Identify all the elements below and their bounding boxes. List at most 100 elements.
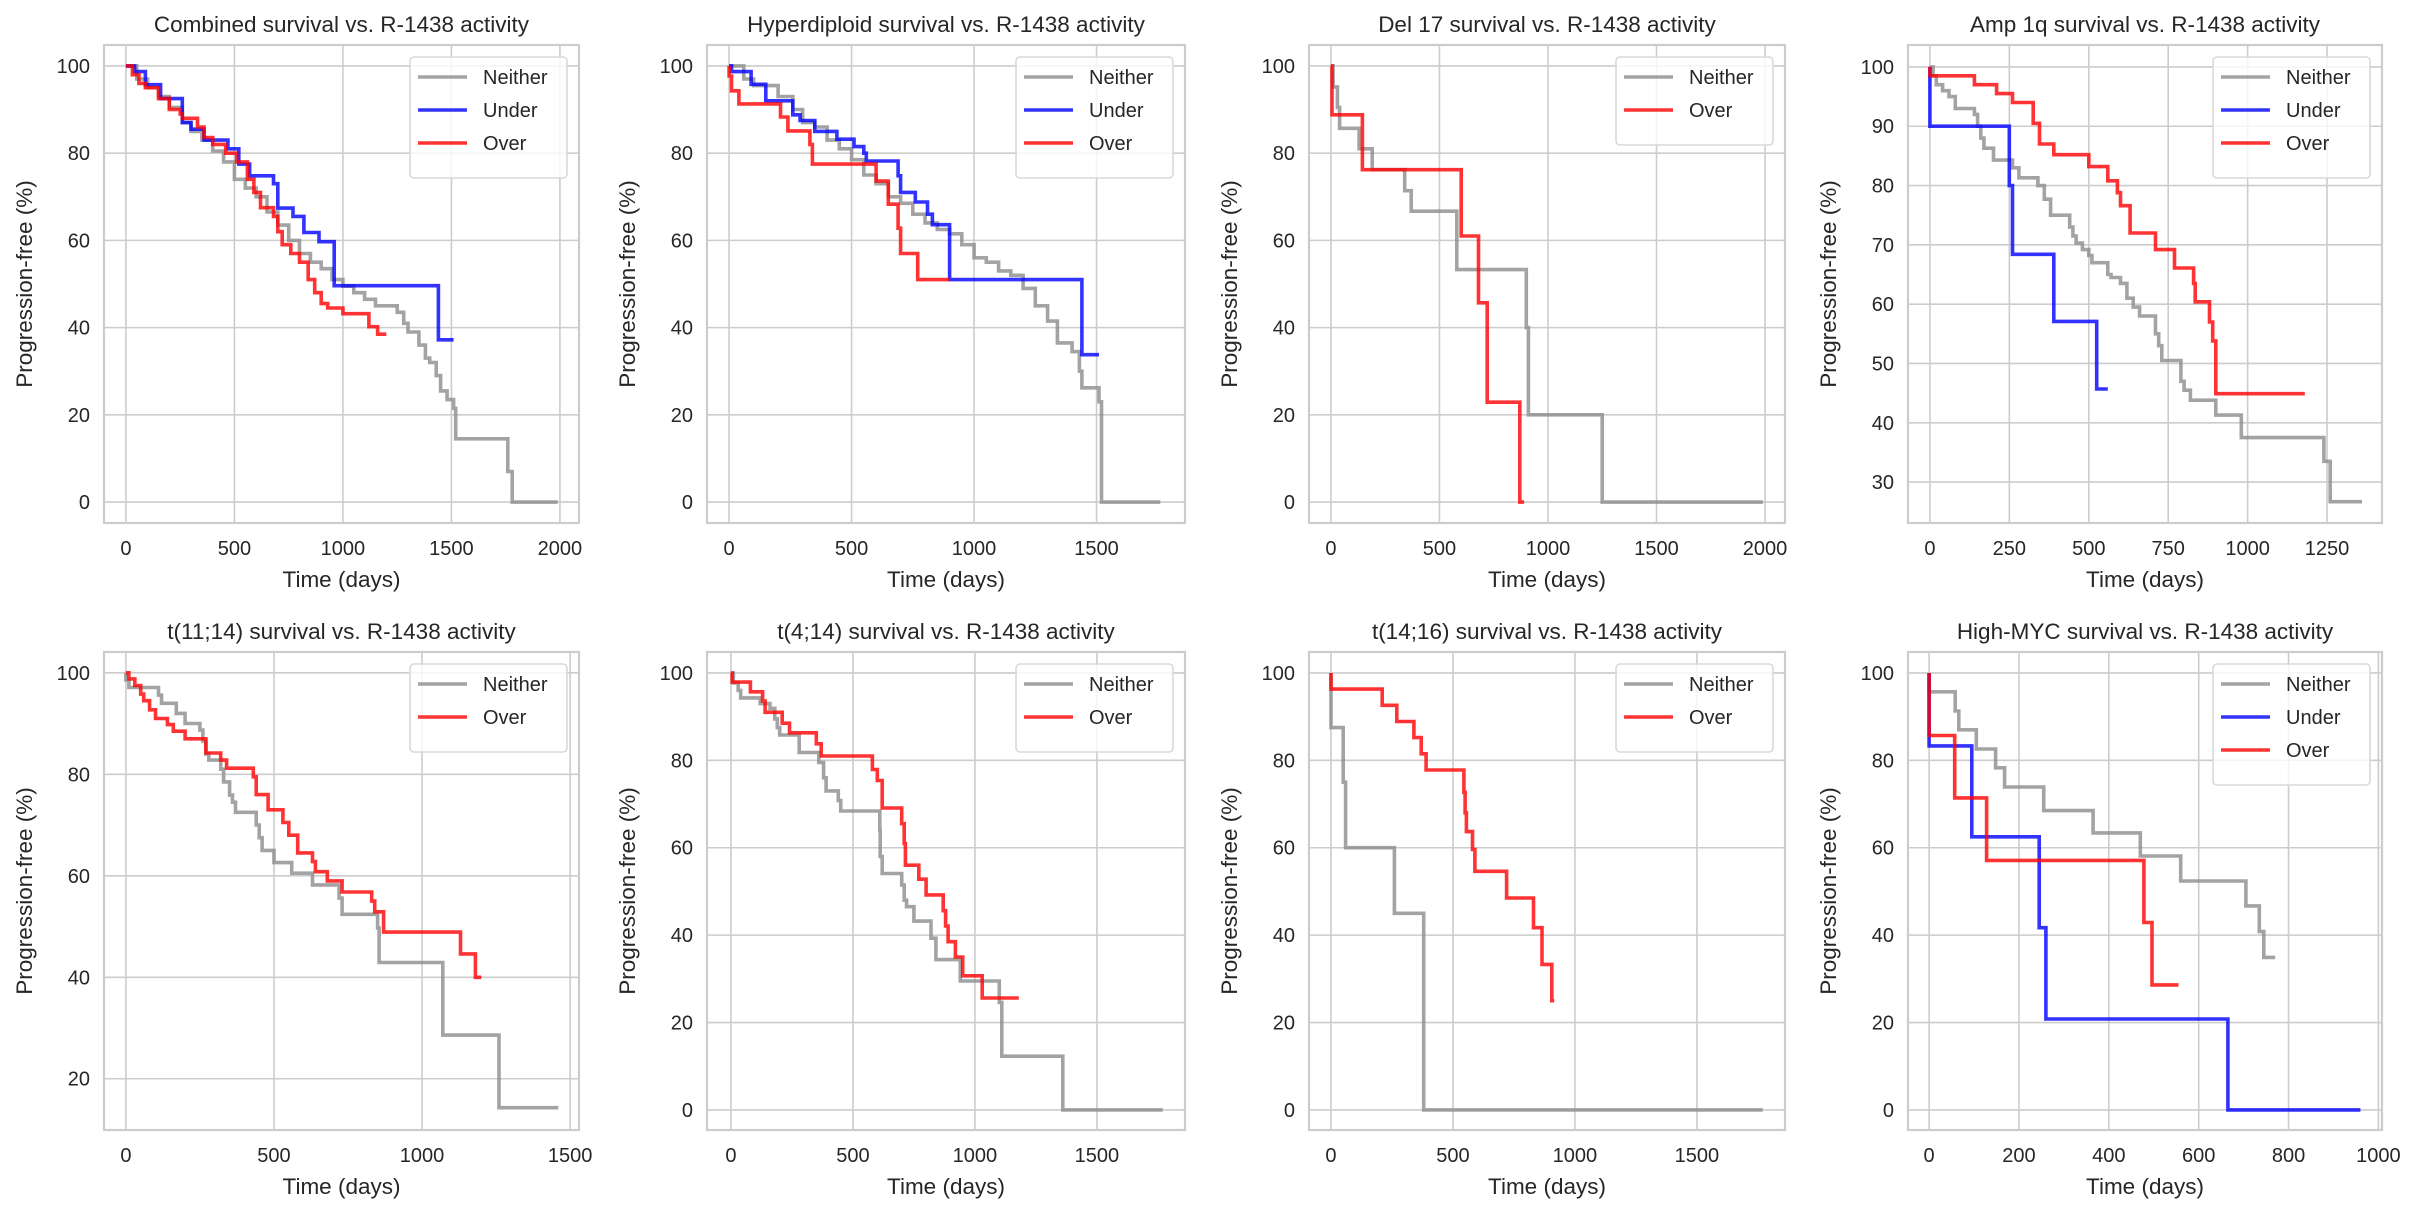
legend-label-neither: Neither xyxy=(2286,674,2351,696)
survival-curve-over xyxy=(1329,673,1555,1003)
plot-frame xyxy=(1307,650,1787,1132)
y-tick-label: 80 xyxy=(1872,750,1894,772)
x-tick-label: 1000 xyxy=(952,538,997,560)
legend-label-over: Over xyxy=(483,707,527,729)
x-tick-label: 1500 xyxy=(1634,538,1679,560)
legend-label-under: Under xyxy=(2286,707,2341,729)
x-axis-label: Time (days) xyxy=(1488,1174,1606,1199)
chart-title: t(14;16) survival vs. R-1438 activity xyxy=(1372,619,1723,644)
y-tick-label: 30 xyxy=(1872,472,1894,494)
legend-frame xyxy=(1615,56,1774,146)
x-tick-label: 500 xyxy=(835,538,868,560)
x-tick-label: 0 xyxy=(1924,538,1935,560)
x-tick-label: 2000 xyxy=(538,538,583,560)
x-tick-label: 1500 xyxy=(429,538,474,560)
chart-panel-4: 0 250 500 750 1000 1250 30 40 50 60 70 80 90 100 Amp 1… xyxy=(1816,12,2384,592)
legend-label-over: Over xyxy=(1089,707,1133,729)
survival-curve-neither xyxy=(1927,673,2276,960)
y-axis-label: Progression-free (%) xyxy=(1217,180,1242,388)
x-tick-label: 400 xyxy=(2092,1145,2125,1167)
y-tick-label: 60 xyxy=(1872,838,1894,860)
survival-curve-over xyxy=(1927,673,2179,987)
x-tick-label: 1500 xyxy=(548,1145,593,1167)
legend-frame xyxy=(1015,663,1174,753)
y-tick-label: 80 xyxy=(671,750,693,772)
y-tick-label: 80 xyxy=(1273,143,1295,165)
x-tick-label: 1000 xyxy=(400,1145,445,1167)
y-tick-label: 90 xyxy=(1872,116,1894,138)
y-axis-label: Progression-free (%) xyxy=(1217,787,1242,995)
legend-label-over: Over xyxy=(2286,740,2330,762)
chart-panel-3: 0 500 1000 1500 2000 0 20 40 60 80 100 Del 17 survi… xyxy=(1217,12,1787,592)
x-axis-label: Time (days) xyxy=(2086,567,2204,592)
legend-label-over: Over xyxy=(1689,100,1733,122)
legend: Neither Over xyxy=(1615,56,1774,146)
y-tick-label: 100 xyxy=(57,663,90,685)
survival-curve-over xyxy=(125,64,387,336)
y-tick-label: 40 xyxy=(1273,925,1295,947)
y-tick-label: 20 xyxy=(1273,405,1295,427)
legend-label-over: Over xyxy=(1089,133,1133,155)
x-axis-label: Time (days) xyxy=(887,1174,1005,1199)
survival-curve-under xyxy=(1927,673,2361,1112)
legend-label-neither: Neither xyxy=(483,674,548,696)
legend-label-neither: Neither xyxy=(1689,67,1754,89)
x-tick-label: 2000 xyxy=(1743,538,1788,560)
legend: Neither Under Over xyxy=(409,56,568,179)
y-tick-label: 0 xyxy=(79,492,90,514)
y-tick-label: 50 xyxy=(1872,353,1894,375)
x-tick-label: 1250 xyxy=(2305,538,2350,560)
x-tick-label: 500 xyxy=(257,1145,290,1167)
x-tick-label: 0 xyxy=(725,1145,736,1167)
legend: Neither Under Over xyxy=(2212,663,2371,786)
y-tick-label: 100 xyxy=(1861,57,1894,79)
legend-label-over: Over xyxy=(2286,133,2330,155)
survival-curve-neither xyxy=(1330,64,1763,504)
x-axis-label: Time (days) xyxy=(283,567,401,592)
y-tick-label: 20 xyxy=(68,405,90,427)
legend-label-over: Over xyxy=(1689,707,1733,729)
legend: Neither Over xyxy=(1615,663,1774,753)
y-tick-label: 20 xyxy=(1872,1013,1894,1035)
y-tick-label: 60 xyxy=(1872,294,1894,316)
survival-curve-neither xyxy=(1929,65,2362,504)
x-axis-label: Time (days) xyxy=(283,1174,401,1199)
survival-curve-over xyxy=(727,65,950,282)
y-tick-label: 0 xyxy=(682,492,693,514)
chart-panel-7: 0 500 1000 1500 0 20 40 60 80 100 t(14;16) surviva… xyxy=(1217,619,1787,1199)
y-tick-label: 40 xyxy=(671,925,693,947)
legend-label-neither: Neither xyxy=(483,67,548,89)
x-axis-label: Time (days) xyxy=(887,567,1005,592)
y-tick-label: 20 xyxy=(671,1013,693,1035)
x-tick-label: 1500 xyxy=(1074,538,1119,560)
y-tick-label: 80 xyxy=(1273,750,1295,772)
legend-label-under: Under xyxy=(1089,100,1144,122)
x-tick-label: 1000 xyxy=(2225,538,2270,560)
survival-curve-over xyxy=(1928,66,2305,396)
legend-frame xyxy=(1015,56,1174,179)
y-axis-label: Progression-free (%) xyxy=(12,180,37,388)
legend-label-over: Over xyxy=(483,133,527,155)
y-tick-label: 80 xyxy=(671,143,693,165)
x-tick-label: 750 xyxy=(2152,538,2185,560)
y-axis-label: Progression-free (%) xyxy=(1816,180,1841,388)
x-tick-label: 1500 xyxy=(1675,1145,1720,1167)
plot-frame xyxy=(705,650,1187,1132)
legend-frame xyxy=(2212,56,2371,179)
legend-frame xyxy=(409,56,568,179)
chart-title: t(4;14) survival vs. R-1438 activity xyxy=(777,619,1115,644)
legend: Neither Over xyxy=(1015,663,1174,753)
x-tick-label: 500 xyxy=(1436,1145,1469,1167)
y-tick-label: 70 xyxy=(1872,235,1894,257)
y-tick-label: 100 xyxy=(1262,56,1295,78)
legend-label-neither: Neither xyxy=(1089,674,1154,696)
y-axis-label: Progression-free (%) xyxy=(1816,787,1841,995)
survival-curve-neither xyxy=(1329,673,1763,1112)
chart-panel-5: 0 500 1000 1500 20 40 60 80 100 t(11;14) survival… xyxy=(12,619,592,1199)
survival-curve-over xyxy=(730,671,1019,1000)
y-tick-label: 40 xyxy=(68,318,90,340)
legend-label-under: Under xyxy=(2286,100,2341,122)
y-axis-label: Progression-free (%) xyxy=(615,787,640,995)
survival-curve-neither xyxy=(125,64,558,504)
x-tick-label: 1000 xyxy=(321,538,366,560)
